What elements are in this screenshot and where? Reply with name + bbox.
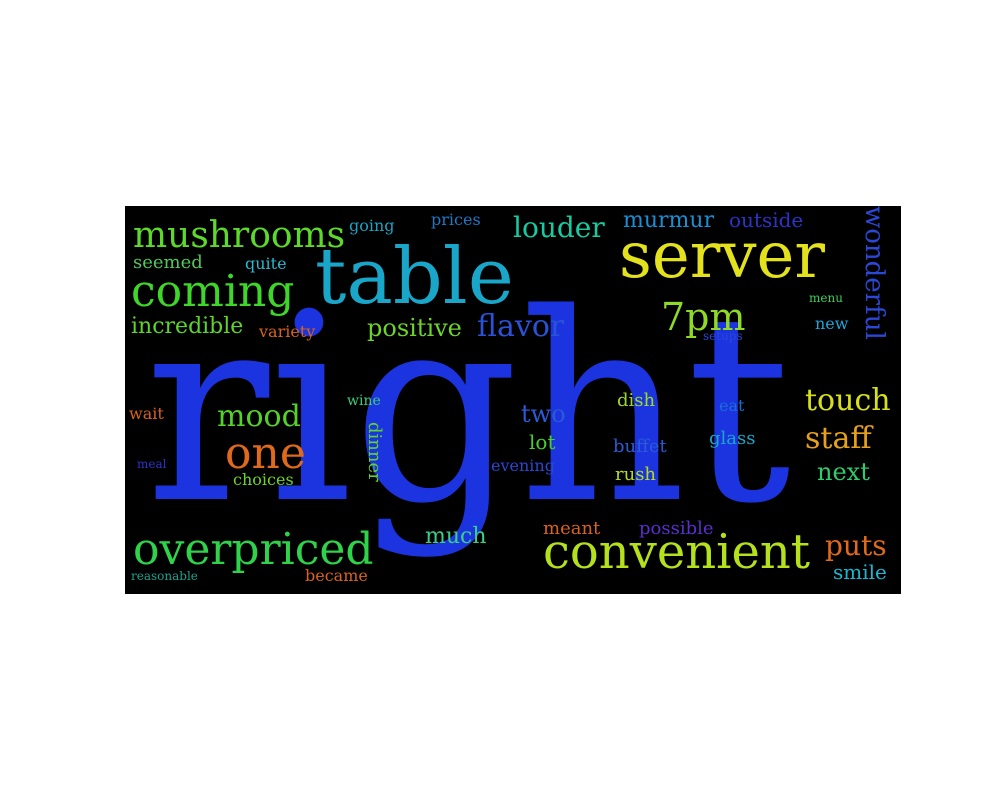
word-menu: menu xyxy=(809,291,843,305)
word-reasonable: reasonable xyxy=(131,569,198,583)
word-evening: evening xyxy=(491,456,555,475)
word-right: right xyxy=(145,259,791,561)
word-overpriced: overpriced xyxy=(133,524,374,575)
word-buffet: buffet xyxy=(613,436,667,457)
word-glass: glass xyxy=(709,428,756,449)
word-lot: lot xyxy=(529,430,556,454)
word-meal: meal xyxy=(137,457,167,471)
word-variety: variety xyxy=(259,322,316,341)
word-choices: choices xyxy=(233,470,294,489)
word-next: next xyxy=(817,458,870,486)
word-table: table xyxy=(315,232,514,322)
word-new: new xyxy=(815,314,849,333)
word-puts: puts xyxy=(825,529,887,562)
word-touch: touch xyxy=(805,383,891,418)
word-dinner: dinner xyxy=(364,422,385,482)
word-flavor: flavor xyxy=(477,309,565,344)
word-rush: rush xyxy=(615,464,657,485)
word-louder: louder xyxy=(513,211,605,244)
word-two: two xyxy=(521,400,566,428)
word-quite: quite xyxy=(245,254,287,273)
word-dish: dish xyxy=(617,390,656,411)
word-positive: positive xyxy=(367,314,462,342)
word-possible: possible xyxy=(639,518,714,539)
word-murmur: murmur xyxy=(623,208,715,233)
word-staff: staff xyxy=(805,421,872,456)
word-wonderful: wonderful xyxy=(859,206,889,340)
word-mushrooms: mushrooms xyxy=(133,215,346,256)
word-outside: outside xyxy=(729,208,804,232)
word-meant: meant xyxy=(543,518,601,539)
word-going: going xyxy=(349,216,395,235)
word-cloud: right table server convenient overpriced… xyxy=(125,206,901,594)
word-smile: smile xyxy=(833,560,887,584)
word-7pm: 7pm xyxy=(661,295,746,339)
word-convenient: convenient xyxy=(543,524,811,580)
word-prices: prices xyxy=(431,210,481,229)
word-mood: mood xyxy=(217,399,301,434)
word-setups: setups xyxy=(703,329,743,343)
word-seemed: seemed xyxy=(133,252,203,273)
word-wine: wine xyxy=(347,393,381,409)
word-wait: wait xyxy=(129,404,164,423)
word-incredible: incredible xyxy=(131,314,244,339)
word-became: became xyxy=(305,566,368,585)
word-coming: coming xyxy=(131,266,295,317)
word-much: much xyxy=(425,524,487,549)
word-eat: eat xyxy=(719,396,745,415)
word-server: server xyxy=(619,219,825,293)
word-one: one xyxy=(225,428,306,479)
